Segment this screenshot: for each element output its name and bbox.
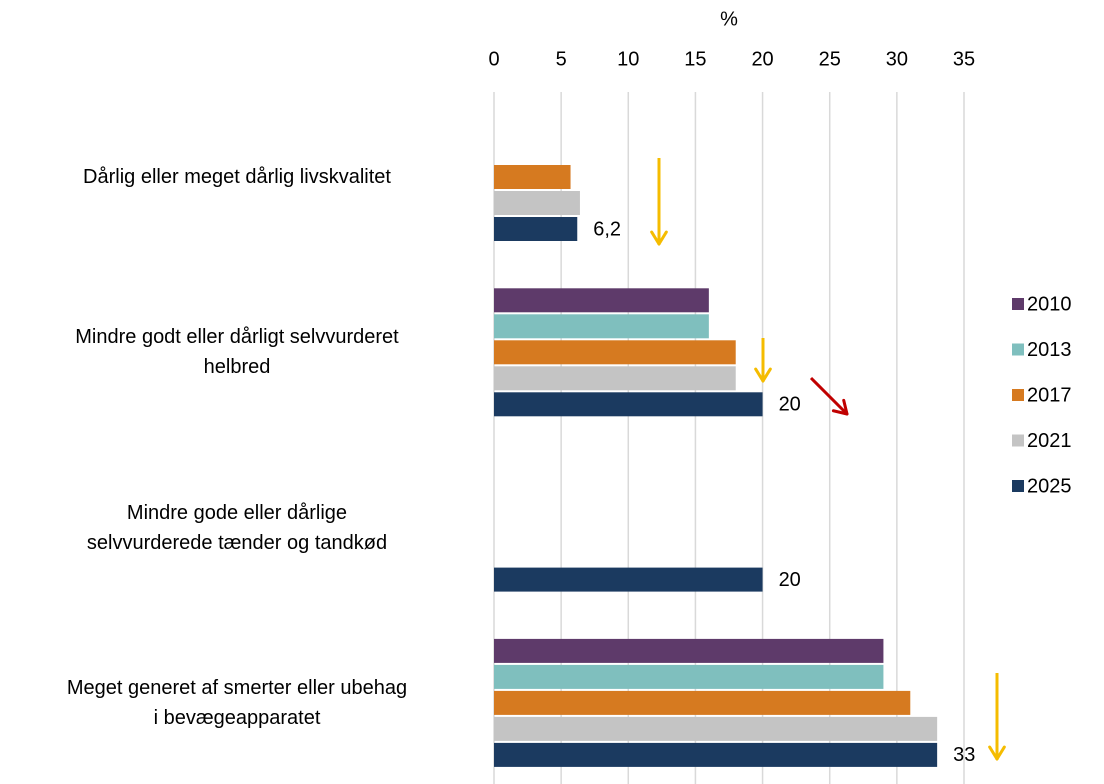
category-label: Meget generet af smerter eller ubehag i …	[66, 676, 408, 729]
legend-label: 2010	[1027, 293, 1072, 315]
legend-label: 2021	[1027, 430, 1072, 452]
x-tick-label: 25	[819, 48, 841, 70]
trend-arrow-head	[761, 367, 772, 383]
value-label: 33	[953, 744, 975, 766]
legend-swatch	[1012, 389, 1024, 401]
legend-swatch	[1012, 480, 1024, 492]
trend-arrow-head	[988, 745, 999, 761]
bar	[494, 690, 911, 715]
x-tick-label: 35	[953, 48, 975, 70]
legend-swatch	[1012, 298, 1024, 310]
bar	[494, 567, 763, 592]
trend-arrow-head	[842, 398, 849, 416]
x-tick-label: 30	[886, 48, 908, 70]
trend-arrow-head	[995, 745, 1006, 761]
x-tick-label: 10	[617, 48, 639, 70]
x-tick-label: 20	[751, 48, 773, 70]
trend-arrow-head	[650, 230, 661, 246]
bar	[494, 638, 884, 663]
value-label: 6,2	[593, 218, 621, 240]
bar	[494, 165, 571, 189]
legend-swatch	[1012, 434, 1024, 447]
bar	[494, 392, 763, 417]
trend-arrow-head	[754, 367, 765, 383]
legend-label: 2017	[1027, 384, 1072, 406]
bar	[494, 366, 736, 391]
legend-label: 2013	[1027, 339, 1072, 361]
bar	[494, 664, 884, 689]
value-label: 20	[779, 394, 801, 416]
trend-arrow-head	[831, 409, 849, 416]
category-label: Mindre godt eller dårligt selvvurderet h…	[75, 326, 399, 379]
legend-swatch	[1012, 343, 1024, 356]
bar	[494, 288, 709, 313]
x-axis-label: %	[720, 8, 738, 30]
value-label: 20	[779, 569, 801, 591]
x-tick-label: 5	[556, 48, 567, 70]
legend-label: 2025	[1027, 475, 1072, 497]
bar	[494, 716, 938, 741]
bar	[494, 340, 736, 365]
bar	[494, 314, 709, 339]
trend-arrow-head	[657, 230, 668, 246]
bar	[494, 191, 580, 215]
bar	[494, 217, 578, 241]
bar	[494, 742, 938, 767]
category-label: Dårlig eller meget dårlig livskvalitet	[83, 166, 391, 188]
x-tick-label: 15	[684, 48, 706, 70]
trend-arrow	[809, 376, 849, 416]
category-label: Mindre gode eller dårlige selvvurderede …	[86, 501, 388, 554]
x-tick-label: 0	[488, 48, 499, 70]
